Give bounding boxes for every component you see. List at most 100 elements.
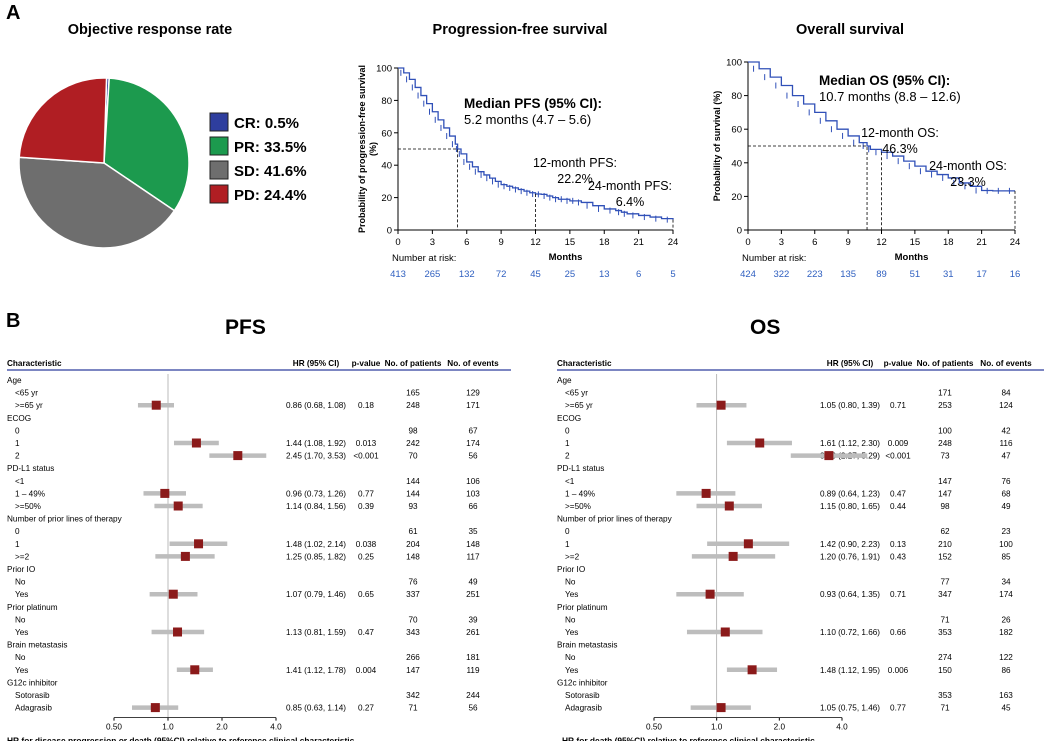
- forest-os-row-label-4: 0: [565, 426, 570, 435]
- forest-pfs-point-23: [190, 665, 200, 675]
- forest-pfs-point-26: [150, 703, 160, 713]
- forest-pfs-header-0: Characteristic: [7, 359, 62, 368]
- forest-os-row-n-25: 353: [938, 691, 952, 700]
- forest-os-row-n-26: 71: [940, 704, 950, 713]
- forest-os-row-label-7: PD-L1 status: [557, 464, 604, 473]
- forest-pfs-row-p-2: 0.18: [358, 401, 374, 410]
- forest-pfs-row-n-20: 343: [406, 628, 420, 637]
- forest-pfs-row-events-8: 106: [466, 477, 480, 486]
- forest-pfs-row-p-14: 0.25: [358, 552, 374, 561]
- forest-pfs-row-p-5: 0.013: [356, 439, 377, 448]
- forest-pfs-row-n-22: 266: [406, 653, 420, 662]
- forest-os-row-events-8: 76: [1001, 477, 1011, 486]
- pie-slice-2: [18, 156, 176, 249]
- forest-pfs-row-label-11: Number of prior lines of therapy: [7, 515, 123, 524]
- forest-pfs-row-label-18: Prior platinum: [7, 603, 58, 612]
- forest-pfs-header-3: No. of patients: [385, 359, 442, 368]
- os-at-risk-2: 223: [807, 269, 823, 280]
- forest-os-point-6: [824, 451, 834, 461]
- forest-pfs-xtick-label-3: 4.0: [270, 723, 282, 732]
- forest-pfs-row-n-17: 337: [406, 590, 420, 599]
- pfs-xlabel: Months: [549, 252, 583, 263]
- os-at-risk-6: 31: [943, 269, 954, 280]
- forest-os-point-13: [743, 539, 753, 549]
- forest-pfs-row-n-14: 148: [406, 552, 420, 561]
- os-xtick-label-6: 18: [943, 237, 954, 248]
- forest-pfs-row-events-10: 66: [468, 502, 478, 511]
- forest-os-row-events-26: 45: [1001, 704, 1011, 713]
- os-12m-label: 12-month OS:: [861, 126, 939, 140]
- forest-pfs-header-4: No. of events: [447, 359, 499, 368]
- forest-pfs-xlabel: HR for disease progression or death (95%…: [7, 736, 355, 741]
- forest-pfs-row-label-19: No: [15, 615, 26, 624]
- os-xtick-label-2: 6: [812, 237, 817, 248]
- forest-os-row-events-16: 34: [1001, 578, 1011, 587]
- forest-pfs-row-p-20: 0.47: [358, 628, 374, 637]
- forest-pfs-row-hr-13: 1.48 (1.02, 2.14): [286, 540, 346, 549]
- forest-pfs-row-label-3: ECOG: [7, 414, 31, 423]
- forest-os-row-p-6: <0.001: [885, 452, 911, 461]
- forest-os-row-n-19: 71: [940, 615, 950, 624]
- pfs-at-risk-0: 413: [390, 269, 406, 280]
- pfs-xtick-label-2: 6: [464, 237, 469, 248]
- pie-legend-label-1: PR: 33.5%: [234, 139, 307, 156]
- forest-pfs-row-n-26: 71: [408, 704, 418, 713]
- forest-pfs-row-hr-17: 1.07 (0.79, 1.46): [286, 590, 346, 599]
- os-median-text: 10.7 months (8.8 – 12.6): [819, 89, 961, 104]
- forest-os-row-p-2: 0.71: [890, 401, 906, 410]
- forest-os-row-n-6: 73: [940, 452, 950, 461]
- forest-pfs-point-5: [191, 438, 201, 448]
- os-ytick-label-3: 60: [731, 125, 742, 136]
- os-median-guide: [748, 145, 868, 230]
- forest-pfs-row-events-9: 103: [466, 489, 480, 498]
- forest-os-row-n-16: 77: [940, 578, 950, 587]
- forest-os-row-hr-9: 0.89 (0.64, 1.23): [820, 489, 880, 498]
- forest-os-row-label-15: Prior IO: [557, 565, 585, 574]
- forest-pfs-xtick-label-2: 2.0: [216, 723, 228, 732]
- forest-pfs-row-label-4: 0: [15, 426, 20, 435]
- forest-pfs-xtick-label-1: 1.0: [162, 723, 174, 732]
- forest-pfs-row-label-16: No: [15, 578, 26, 587]
- forest-pfs-row-hr-2: 0.86 (0.68, 1.08): [286, 401, 346, 410]
- forest-os-row-events-5: 116: [999, 439, 1012, 448]
- pie-slice-3: [18, 77, 108, 164]
- forest-pfs-title: PFS: [225, 316, 266, 339]
- forest-pfs-row-events-13: 148: [466, 540, 480, 549]
- pfs-xtick-label-0: 0: [395, 237, 400, 248]
- forest-pfs-row-label-13: 1: [15, 540, 20, 549]
- forest-os-point-9: [701, 488, 711, 498]
- forest-pfs-point-9: [160, 488, 170, 498]
- forest-os-row-hr-10: 1.15 (0.80, 1.65): [820, 502, 880, 511]
- forest-pfs-row-p-26: 0.27: [358, 704, 374, 713]
- pfs-at-risk-7: 6: [636, 269, 641, 280]
- pfs-at-risk-label: Number at risk:: [392, 253, 456, 264]
- pfs-24m-label: 24-month PFS:: [588, 179, 672, 193]
- forest-os-row-p-5: 0.009: [888, 439, 909, 448]
- pie-legend-swatch-2: [209, 160, 229, 180]
- forest-pfs-row-p-10: 0.39: [358, 502, 374, 511]
- os-ytick-label-5: 100: [726, 58, 742, 69]
- pie-chart-title: Objective response rate: [67, 22, 233, 38]
- forest-pfs-point-2: [151, 400, 161, 410]
- pfs-at-risk-2: 132: [459, 269, 475, 280]
- forest-pfs-row-label-6: 2: [15, 452, 20, 461]
- os-xtick-label-7: 21: [976, 237, 987, 248]
- forest-pfs-row-events-19: 39: [468, 615, 478, 624]
- forest-pfs-row-n-19: 70: [408, 615, 418, 624]
- forest-pfs-row-events-5: 174: [466, 439, 480, 448]
- forest-pfs-point-20: [173, 627, 183, 637]
- pfs-xtick-label-5: 15: [565, 237, 576, 248]
- forest-os-row-hr-5: 1.61 (1.12, 2.30): [820, 439, 880, 448]
- pfs-xtick-label-7: 21: [633, 237, 644, 248]
- forest-pfs-row-label-20: Yes: [15, 628, 28, 637]
- forest-pfs-row-n-1: 165: [406, 389, 420, 398]
- pfs-xtick-label-8: 24: [668, 237, 679, 248]
- os-median-label: Median OS (95% CI):: [819, 73, 950, 88]
- forest-os-row-label-3: ECOG: [557, 414, 581, 423]
- forest-pfs-row-events-12: 35: [468, 527, 478, 536]
- forest-pfs-row-hr-10: 1.14 (0.84, 1.56): [286, 502, 346, 511]
- forest-pfs-row-p-6: <0.001: [353, 452, 379, 461]
- forest-pfs-row-label-7: PD-L1 status: [7, 464, 54, 473]
- os-xtick-label-0: 0: [745, 237, 750, 248]
- forest-pfs-row-events-4: 67: [468, 426, 478, 435]
